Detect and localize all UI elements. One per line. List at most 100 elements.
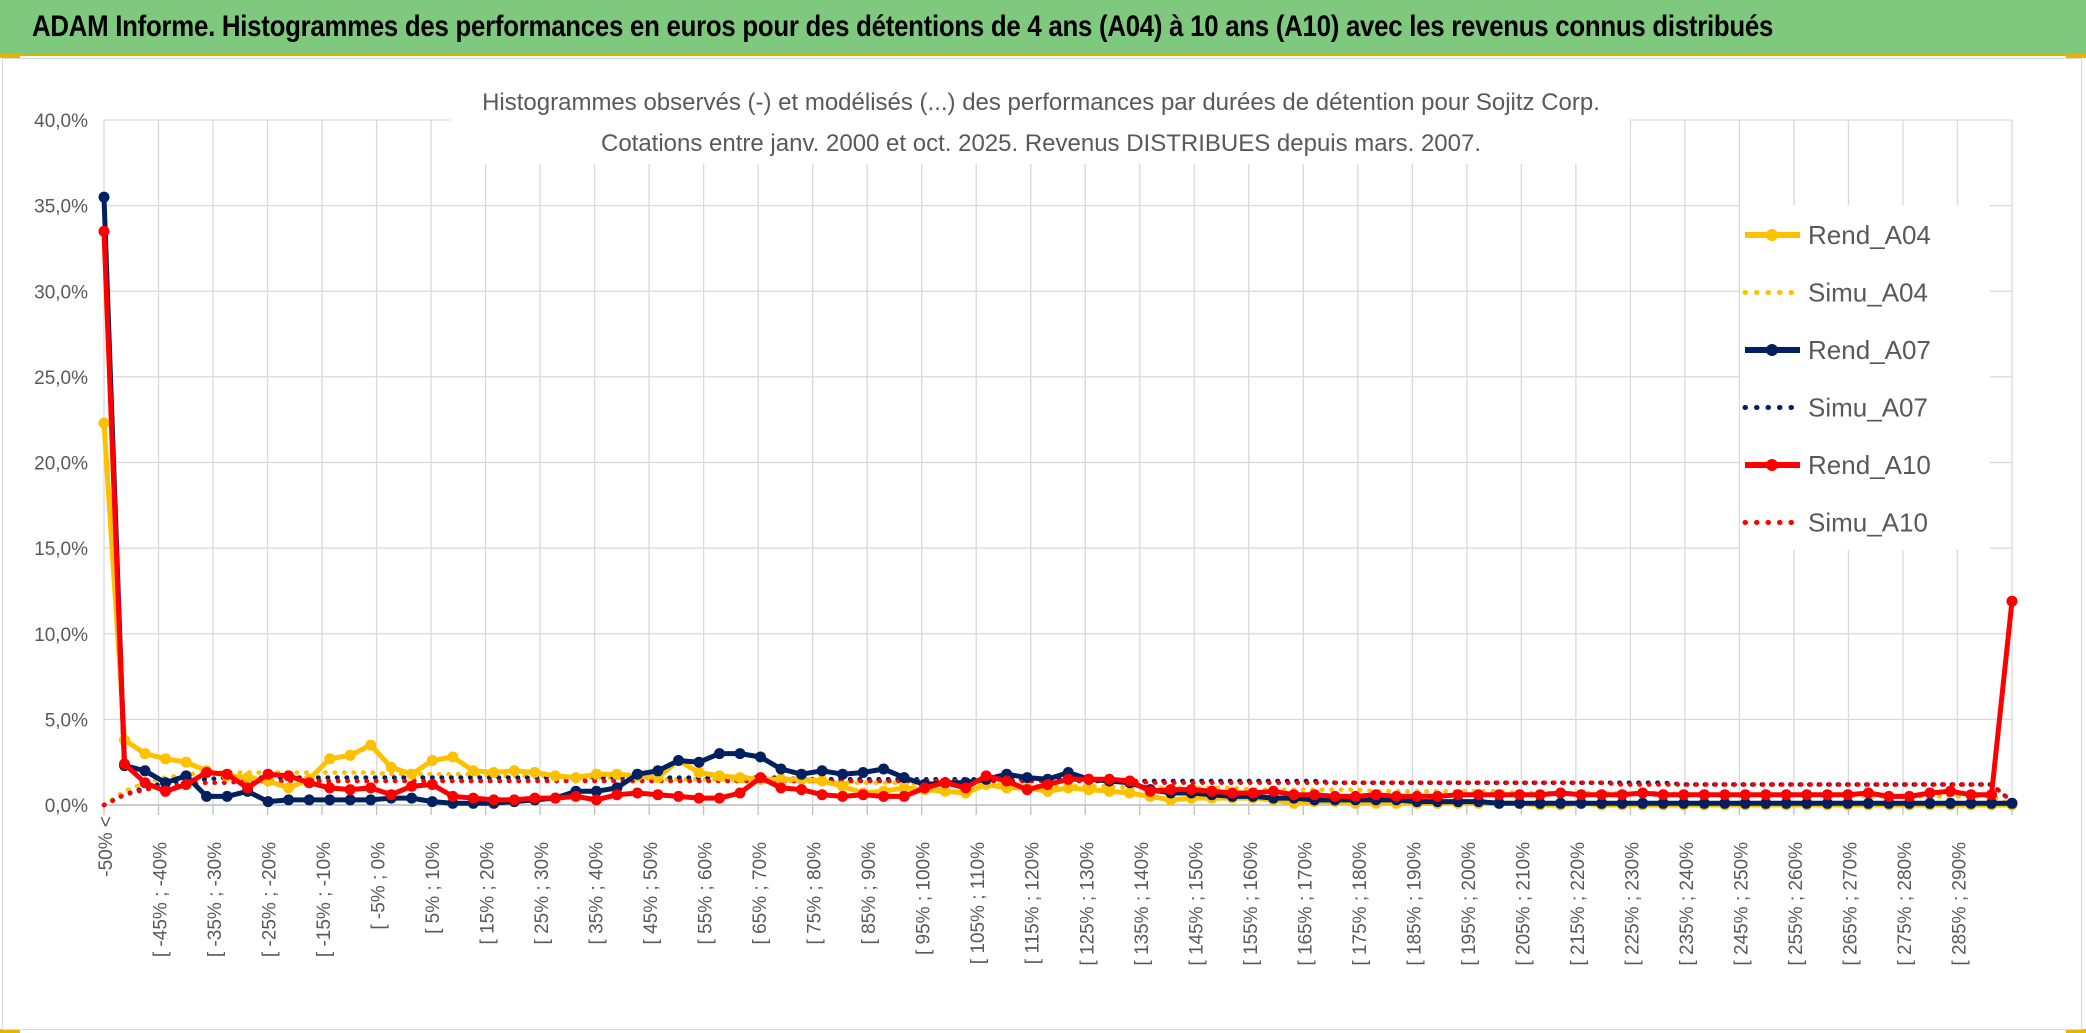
data-point-rend-a10 [1514,789,1526,801]
data-point-rend-a10 [1062,773,1074,785]
legend-marker [1766,459,1778,471]
x-tick-label: [ 245% ; 250% [1731,842,1752,966]
chart-frame [2,58,2082,1030]
data-point-rend-a04 [714,770,725,782]
corner-accent [0,54,20,58]
chart-subtitle: Cotations entre janv. 2000 et oct. 2025.… [601,130,1481,157]
data-point-rend-a10 [1903,790,1915,802]
y-tick-label: 20,0% [34,454,88,475]
data-point-rend-a04 [488,767,500,778]
chart-title: Histogrammes observés (-) et modélisés (… [482,89,1600,116]
data-point-rend-a04 [939,785,951,797]
x-tick-label: [ 255% ; 260% [1786,842,1807,966]
data-point-rend-a07 [262,796,274,808]
report-banner: ADAM Informe. Histogrammes des performan… [0,0,2086,56]
data-point-rend-a07 [1678,797,1690,809]
data-point-rend-a10 [180,779,192,790]
data-point-rend-a10 [611,789,623,801]
data-point-rend-a07 [857,767,869,778]
data-point-rend-a04 [406,768,418,780]
data-point-rend-a04 [1124,787,1136,799]
y-tick-label: 25,0% [34,368,88,389]
data-point-rend-a07 [1739,797,1751,809]
data-point-rend-a07 [734,748,746,760]
data-point-rend-a10 [1965,789,1977,801]
data-point-rend-a07 [878,763,890,775]
data-point-rend-a10 [529,792,541,804]
data-point-rend-a10 [119,758,130,770]
data-point-rend-a07 [1924,797,1936,809]
data-point-rend-a07 [344,794,356,806]
gridlines [103,119,2013,806]
data-point-rend-a10 [242,782,254,794]
data-point-rend-a10 [1739,789,1751,801]
x-tick-label: [ 265% ; 270% [1840,842,1861,966]
data-point-rend-a10 [406,780,418,792]
data-point-rend-a07 [837,768,849,780]
data-point-rend-a10 [344,784,356,796]
data-point-rend-a10 [1924,787,1936,799]
x-tick-label: [ 85% ; 90% [859,842,880,945]
x-tick-label: [ 215% ; 220% [1568,842,1589,966]
x-tick-label: [ 285% ; 290% [1949,842,1970,966]
x-tick-label: [ 185% ; 190% [1404,842,1425,966]
data-point-rend-a04 [611,768,623,780]
data-point-rend-a10 [857,789,869,801]
x-tick-label: [ 125% ; 130% [1077,842,1098,966]
data-point-rend-a10 [960,782,972,794]
data-point-rend-a10 [1596,789,1608,801]
data-point-rend-a10 [1432,790,1443,802]
data-point-rend-a10 [1719,789,1731,801]
data-point-rend-a10 [919,782,931,794]
data-point-rend-a10 [734,787,746,799]
data-point-rend-a10 [714,792,725,804]
data-point-rend-a04 [344,749,356,761]
data-point-rend-a04 [283,782,295,794]
data-point-rend-a10 [590,794,602,806]
data-point-rend-a10 [1780,789,1792,801]
data-point-rend-a10 [160,785,171,797]
data-point-rend-a10 [1329,790,1341,802]
series-line-rend-a10 [101,231,2015,803]
data-point-rend-a07 [2006,797,2018,809]
legend-marker [1766,229,1778,241]
series-line-rend-a04 [101,422,2012,808]
data-point-rend-a10 [1986,789,1997,801]
data-point-rend-a07 [1616,797,1628,809]
data-point-rend-a07 [324,794,336,806]
data-point-rend-a10 [1185,784,1197,796]
x-tick-label: [ 15% ; 20% [478,842,499,945]
legend: Rend_A04 Simu_A04 Rend_A07 Simu_A07 Rend_A10… [1740,205,1990,550]
data-point-rend-a07 [139,765,151,777]
data-point-rend-a07 [1575,797,1587,809]
data-point-rend-a07 [1780,797,1792,809]
data-point-rend-a10 [1534,789,1546,801]
data-point-rend-a07 [1637,797,1649,809]
x-tick-label: [ -35% ; -30% [205,842,226,957]
data-point-rend-a10 [673,790,684,802]
data-point-rend-a04 [570,772,582,784]
data-point-rend-a10 [1391,790,1402,802]
data-point-rend-a10 [1945,785,1956,797]
data-point-rend-a07 [180,770,192,782]
series-line-rend-a07 [101,197,2012,806]
data-point-rend-a10 [1637,787,1649,799]
data-point-rend-a10 [365,782,377,794]
data-point-rend-a07 [693,756,705,768]
data-point-rend-a07 [201,790,213,802]
data-point-rend-a07 [1821,797,1833,809]
x-tick-label: [ 155% ; 160% [1241,842,1262,966]
data-point-rend-a07 [796,768,807,780]
corner-accent [2066,54,2086,58]
data-point-rend-a10 [1493,789,1505,801]
data-point-rend-a07 [816,765,828,777]
data-point-rend-a10 [1616,789,1628,801]
data-point-rend-a10 [2006,595,2018,607]
y-tick-label: 5,0% [45,710,88,731]
data-point-rend-a07 [1945,797,1956,809]
y-axis: 0,0% 5,0% 10,0% 15,0% 20,0% 25,0% 30,0% 35,0% 40… [34,111,88,817]
data-point-rend-a04 [180,756,192,768]
x-tick-label: [ -25% ; -20% [260,842,281,957]
data-point-rend-a10 [1226,787,1238,799]
data-point-rend-a07 [898,772,910,784]
